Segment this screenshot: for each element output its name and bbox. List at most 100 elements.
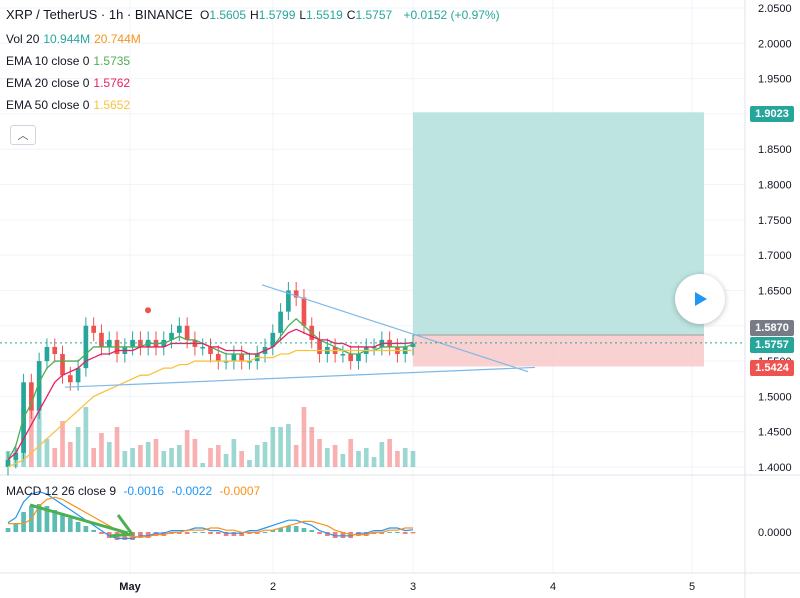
candle-body xyxy=(5,459,11,467)
volume-bar xyxy=(161,451,167,467)
volume-bar xyxy=(114,427,120,467)
volume-bar xyxy=(138,445,143,467)
candle-body xyxy=(91,325,97,333)
volume-bar xyxy=(169,448,174,467)
macd-histogram-bar xyxy=(239,532,244,536)
candle-body xyxy=(52,346,58,355)
macd-histogram-bar xyxy=(75,522,81,532)
macd-histogram-bar xyxy=(301,528,307,532)
volume-bar xyxy=(348,439,354,467)
macd-histogram-bar xyxy=(395,532,400,533)
candle-body xyxy=(36,361,42,411)
macd-histogram-bar xyxy=(145,532,151,538)
time-axis-label: 4 xyxy=(550,581,556,593)
volume-bar xyxy=(21,407,26,467)
macd-label: MACD 12 26 close 9 xyxy=(6,484,117,498)
macd-histogram-bar xyxy=(410,532,416,534)
macd-axis-label: 0.0000 xyxy=(758,527,792,539)
candle-body xyxy=(75,368,81,383)
macd-histogram-bar xyxy=(286,526,291,532)
indicator-label: EMA 20 close 0 xyxy=(6,76,90,90)
collapse-legend-button[interactable]: ︿ xyxy=(10,125,36,145)
price-axis-label: 1.8500 xyxy=(758,144,792,156)
macd-histogram-bar xyxy=(184,532,190,534)
volume-bar xyxy=(332,445,338,467)
macd-histogram-bar xyxy=(262,532,268,533)
macd-histogram-bar xyxy=(324,532,330,536)
macd-histogram-bar xyxy=(340,532,346,538)
indicator-label: EMA 10 close 0 xyxy=(6,54,90,68)
trend-line-lower xyxy=(64,366,536,388)
play-icon xyxy=(695,292,707,306)
volume-bar xyxy=(231,439,237,467)
volume-bar xyxy=(44,439,50,467)
macd-histogram-bar xyxy=(231,532,237,536)
macd-histogram-bar xyxy=(21,512,26,532)
volume-bar xyxy=(363,448,369,467)
stop-zone xyxy=(413,334,704,367)
volume-bar xyxy=(387,439,392,467)
price-axis-label: 1.4500 xyxy=(758,427,792,439)
ohlc-key: H xyxy=(250,8,259,22)
ema20-line xyxy=(7,328,414,461)
macd-histogram-bar xyxy=(5,528,11,532)
price-axis-label: 1.4000 xyxy=(758,462,792,474)
price-axis-label: 1.9500 xyxy=(758,74,792,86)
volume-bar xyxy=(293,445,299,467)
symbol-legend: XRP / TetherUS · 1h · BINANCE O1.5605 H1.… xyxy=(6,8,504,23)
candle-body xyxy=(130,339,135,347)
candle-body xyxy=(286,290,291,312)
time-axis-label: 2 xyxy=(270,581,276,593)
price-axis-label: 1.7000 xyxy=(758,250,792,262)
volume-bar xyxy=(83,407,89,467)
macd-signal-line xyxy=(8,496,413,538)
alert-marker xyxy=(145,307,151,314)
candle-body xyxy=(83,325,89,369)
macd-histogram-bar xyxy=(200,532,206,533)
candle-body xyxy=(29,382,34,411)
volume-bar xyxy=(309,427,315,467)
volume-bar xyxy=(270,427,276,467)
volume-bar xyxy=(145,442,151,467)
volume-bar xyxy=(130,448,135,467)
price-axis-label: 1.7500 xyxy=(758,215,792,227)
candle-body xyxy=(200,346,206,349)
indicator-value: 1.5762 xyxy=(93,76,131,90)
candle-body xyxy=(371,346,377,349)
indicator-value: 1.5735 xyxy=(93,54,131,68)
volume-bar xyxy=(324,448,330,467)
time-axis-label: May xyxy=(119,581,141,593)
macd-histogram-bar xyxy=(138,532,143,538)
indicator-value: 1.5652 xyxy=(93,98,131,112)
macd-histogram-bar xyxy=(130,532,135,540)
candle-body xyxy=(99,332,104,347)
volume-bar xyxy=(379,442,385,467)
volume-bar xyxy=(286,424,291,467)
chevron-up-icon: ︿ xyxy=(17,130,29,142)
ohlc-key: L xyxy=(299,8,307,22)
price-axis-label: 1.6500 xyxy=(758,285,792,297)
volume-bar xyxy=(99,433,104,467)
macd-histogram-bar xyxy=(44,506,50,532)
volume-bar xyxy=(153,439,159,467)
macd-histogram-bar xyxy=(278,528,283,532)
ohlc-key: C xyxy=(346,8,356,22)
candle-body xyxy=(293,290,299,298)
macd-line xyxy=(7,490,414,540)
volume-bar xyxy=(301,407,307,467)
candle-body xyxy=(278,311,283,333)
candle-body xyxy=(184,325,190,340)
divergence-arrow xyxy=(29,503,129,535)
volume-bar xyxy=(192,439,198,467)
volume-bar xyxy=(356,451,361,467)
macd-histogram-bar xyxy=(293,526,299,532)
volume-bar xyxy=(122,451,128,467)
macd-histogram-bar xyxy=(99,532,104,534)
target-zone xyxy=(413,112,704,335)
volume-bar xyxy=(402,448,408,467)
macd-histogram-bar xyxy=(60,514,65,532)
play-button[interactable] xyxy=(675,274,725,324)
time-axis-label: 5 xyxy=(689,581,695,593)
macd-histogram-bar xyxy=(36,504,42,532)
